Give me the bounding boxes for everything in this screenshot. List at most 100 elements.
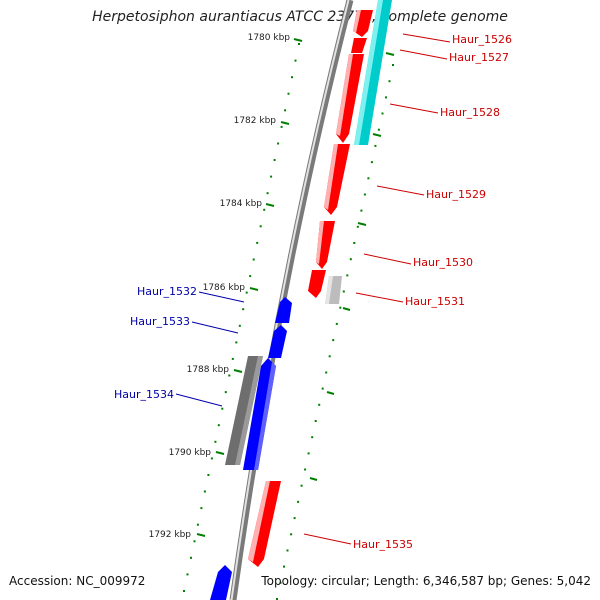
outer-tick-dot xyxy=(353,242,356,244)
rna-gene[interactable] xyxy=(354,0,392,145)
outer-tick-dot xyxy=(374,144,377,147)
outer-tick-dot xyxy=(276,598,278,600)
outer-tick-dot xyxy=(318,403,321,406)
scale-label-1788: 1788 kbp xyxy=(187,365,230,375)
inner-tick-dot xyxy=(298,43,300,45)
outer-tick-dot xyxy=(286,549,289,552)
gene-other[interactable] xyxy=(225,356,263,465)
inner-tick-dot xyxy=(252,258,255,261)
gene-haur-1534[interactable] xyxy=(243,358,276,470)
inner-tick-dot xyxy=(221,407,224,410)
map-title: Herpetosiphon aurantiacus ATCC 23779, co… xyxy=(92,9,508,25)
label-haur-1533: Haur_1533 xyxy=(130,315,190,328)
gene-haur-1527[interactable] xyxy=(351,38,367,53)
outer-tick-dot xyxy=(335,322,338,325)
genome-stats-text: Topology: circular; Length: 6,346,587 bp… xyxy=(261,574,591,588)
outer-tick-dot xyxy=(325,371,328,374)
inner-tick-dot xyxy=(294,59,297,62)
gene-haur-1526[interactable] xyxy=(353,10,373,37)
inner-tick-dot xyxy=(193,540,196,543)
inner-tick-dot xyxy=(249,275,252,278)
outer-tick-dot xyxy=(304,468,307,471)
gene-reverse-bottom[interactable] xyxy=(210,565,232,600)
label-haur-1528: Haur_1528 xyxy=(440,106,500,119)
inner-tick-dot xyxy=(238,324,241,327)
outer-tick-dot xyxy=(311,436,314,439)
inner-tick-dot xyxy=(287,92,290,95)
label-haur-1530: Haur_1530 xyxy=(413,256,473,269)
inner-tick-dot xyxy=(190,556,192,559)
reverse-labels: Haur_1532 Haur_1533 Haur_1534 xyxy=(114,285,245,407)
inner-tick-dot xyxy=(196,523,199,526)
outer-tick-dot xyxy=(385,96,387,99)
gene-haur-1535[interactable] xyxy=(248,481,281,567)
outer-tick-dot xyxy=(392,64,394,66)
gene-haur-1529[interactable] xyxy=(324,144,350,215)
outer-tick-dot xyxy=(342,290,345,293)
outer-tick-dot xyxy=(283,565,285,568)
scale-tick-1784: 1784 kbp xyxy=(220,199,275,209)
label-haur-1527: Haur_1527 xyxy=(449,51,509,64)
inner-tick-dot xyxy=(277,142,280,145)
gene-haur-1533[interactable] xyxy=(268,325,287,358)
inner-tick-dot xyxy=(235,341,238,344)
inner-tick-dot xyxy=(228,374,231,377)
inner-tick-dot xyxy=(259,225,262,228)
scale-label-1790: 1790 kbp xyxy=(169,448,212,458)
outer-tick-dot xyxy=(370,161,373,164)
gene-haur-1531-pseudo[interactable] xyxy=(325,276,342,304)
scale-label-1784: 1784 kbp xyxy=(220,199,263,209)
label-haur-1526: Haur_1526 xyxy=(452,33,512,46)
inner-tick-dot xyxy=(284,109,287,112)
outer-tick-dot xyxy=(332,339,335,342)
outer-tick-dot xyxy=(297,500,300,503)
label-haur-1534: Haur_1534 xyxy=(114,388,174,401)
gene-haur-1530[interactable] xyxy=(316,221,335,269)
outer-tick-dot xyxy=(381,112,384,115)
scale-label-1782: 1782 kbp xyxy=(234,116,277,126)
outer-tick-dot xyxy=(300,484,303,487)
outer-tick-dot xyxy=(388,80,391,83)
accession-text: Accession: NC_009972 xyxy=(9,574,146,588)
inner-tick-dot xyxy=(256,241,259,244)
outer-tick-dot xyxy=(293,517,296,520)
scale-ticks: 1780 kbp 1782 kbp 1784 kbp 1786 kbp 1788… xyxy=(149,33,303,540)
genome-backbone xyxy=(229,0,354,600)
gene-haur-1531[interactable] xyxy=(308,270,326,298)
scale-label-1792: 1792 kbp xyxy=(149,530,192,540)
inner-tick-dot xyxy=(266,192,269,195)
tick-dots xyxy=(183,43,394,600)
inner-tick-dot xyxy=(200,507,203,510)
inner-tick-dot xyxy=(207,474,210,476)
inner-tick-dot xyxy=(183,590,185,592)
outer-tick-dot xyxy=(279,581,282,584)
inner-tick-dot xyxy=(245,291,248,294)
scale-tick-1780: 1780 kbp xyxy=(248,33,303,43)
outer-tick-dot xyxy=(367,177,370,180)
scale-label-1780: 1780 kbp xyxy=(248,33,291,43)
label-haur-1535: Haur_1535 xyxy=(353,538,413,551)
outer-tick-dot xyxy=(321,387,324,390)
gene-haur-1532[interactable] xyxy=(275,297,292,323)
inner-tick-dot xyxy=(280,125,283,128)
outer-tick-dot xyxy=(314,420,317,422)
outer-tick-dot xyxy=(363,193,366,196)
inner-tick-dot xyxy=(263,208,266,211)
inner-tick-dot xyxy=(270,175,273,178)
scale-tick-1788: 1788 kbp xyxy=(187,365,243,375)
outer-tick-dot xyxy=(377,128,380,131)
outer-tick-dot xyxy=(339,306,342,309)
label-haur-1532: Haur_1532 xyxy=(137,285,197,298)
outer-tick-dot xyxy=(328,355,331,358)
scale-tick-1786: 1786 kbp xyxy=(203,283,259,293)
inner-tick-dot xyxy=(242,308,245,311)
outer-tick-dot xyxy=(356,225,359,228)
inner-tick-dot xyxy=(224,391,227,394)
outer-tick-dot xyxy=(360,209,363,212)
inner-tick-dot xyxy=(203,490,206,493)
scale-tick-1782: 1782 kbp xyxy=(234,116,290,126)
inner-tick-dot xyxy=(214,440,217,443)
gene-haur-1528[interactable] xyxy=(336,54,364,143)
scale-label-1786: 1786 kbp xyxy=(203,283,246,293)
